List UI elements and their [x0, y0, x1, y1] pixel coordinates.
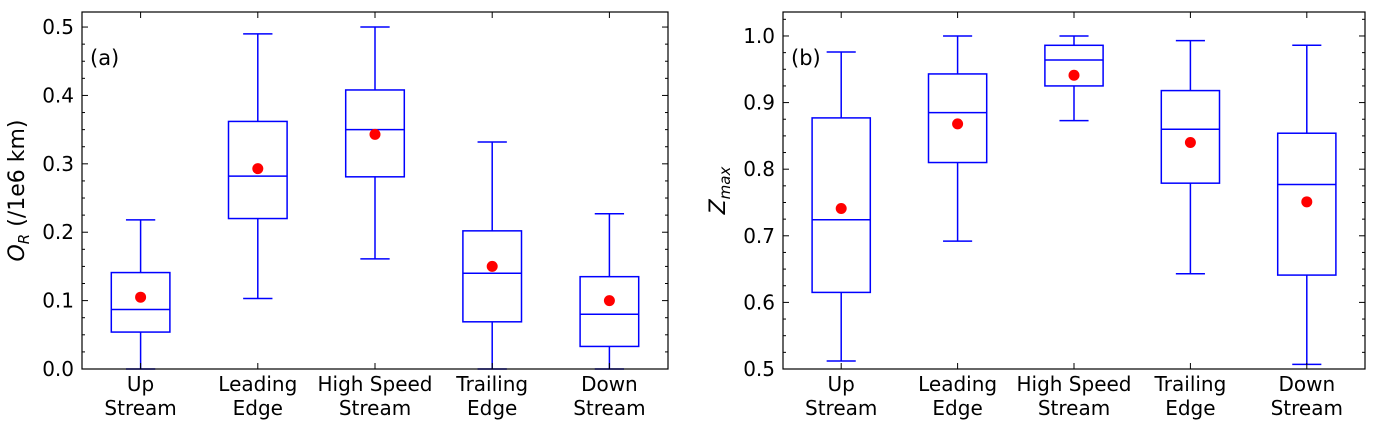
mean-marker — [135, 291, 147, 303]
chart-panel-2: 0.50.60.70.80.91.0UpStreamLeadingEdgeHig… — [706, 11, 1366, 420]
x-tick-label: Trailing — [455, 372, 528, 396]
box-4 — [462, 141, 523, 370]
y-tick-label: 0.1 — [42, 289, 74, 313]
x-tick-label: Edge — [233, 396, 283, 420]
x-tick-label: Edge — [1165, 396, 1215, 420]
x-tick-label: Stream — [573, 396, 645, 420]
y-tick-label: 0.4 — [42, 83, 74, 107]
y-tick-label: 0.5 — [743, 357, 775, 381]
mean-marker — [369, 128, 381, 140]
x-tick-label: Leading — [918, 372, 997, 396]
box-iqr — [344, 89, 406, 178]
axes-frame — [81, 11, 669, 370]
y-tick-label: 0.7 — [743, 224, 775, 248]
mean-marker — [1068, 69, 1080, 81]
x-tick-label: High Speed — [317, 372, 432, 396]
x-tick-label: Stream — [1038, 396, 1110, 420]
box-iqr — [227, 120, 288, 220]
y-axis-label: Zmax — [706, 167, 734, 216]
box-iqr — [1276, 132, 1337, 276]
box-5 — [579, 213, 640, 370]
x-tick-label: Up — [127, 372, 154, 396]
box-iqr — [927, 73, 988, 164]
mean-marker — [1184, 137, 1196, 149]
x-tick-label: Down — [1278, 372, 1335, 396]
y-label-main: Z — [706, 198, 731, 215]
box-iqr — [1160, 89, 1221, 184]
y-label-unit: (/1e6 km) — [5, 119, 30, 233]
box-1 — [110, 219, 171, 370]
mean-marker — [252, 163, 264, 175]
x-tick-label: Stream — [1271, 396, 1343, 420]
panel-label: (b) — [791, 46, 821, 70]
y-tick-label: 0.8 — [743, 157, 775, 181]
box-3 — [1044, 35, 1104, 122]
mean-marker — [952, 118, 964, 130]
y-tick-label: 0.3 — [42, 152, 74, 176]
box-3 — [344, 26, 406, 260]
y-tick-label: 0.2 — [42, 220, 74, 244]
mean-marker — [835, 202, 847, 214]
x-tick-label: Stream — [104, 396, 176, 420]
x-tick-label: Stream — [339, 396, 411, 420]
y-axis-label: OR (/1e6 km) — [5, 119, 33, 261]
x-tick-label: Edge — [932, 396, 982, 420]
x-tick-label: High Speed — [1016, 372, 1131, 396]
y-tick-label: 0.9 — [743, 91, 775, 115]
box-1 — [811, 51, 872, 362]
x-tick-label: Edge — [467, 396, 517, 420]
box-4 — [1160, 39, 1221, 275]
box-2 — [227, 33, 288, 300]
box-iqr — [811, 117, 872, 294]
mean-marker — [486, 260, 498, 272]
box-iqr — [462, 230, 523, 323]
x-tick-label: Up — [828, 372, 855, 396]
y-label-main: O — [5, 244, 30, 261]
y-label-sub: R — [15, 234, 33, 244]
box-5 — [1276, 44, 1337, 366]
y-label-sub: max — [716, 167, 734, 200]
y-tick-label: 1.0 — [743, 24, 775, 48]
box-2 — [927, 35, 988, 242]
x-tick-label: Trailing — [1154, 372, 1227, 396]
y-tick-label: 0.6 — [743, 290, 775, 314]
box-iqr — [1044, 44, 1104, 87]
x-tick-label: Stream — [805, 396, 877, 420]
panel-label: (a) — [90, 46, 119, 70]
box-iqr — [110, 271, 171, 333]
y-tick-label: 0.0 — [42, 357, 74, 381]
box-iqr — [579, 275, 640, 348]
y-tick-label: 0.5 — [42, 15, 74, 39]
mean-marker — [603, 295, 615, 307]
x-tick-label: Leading — [218, 372, 297, 396]
chart-panel-1: 0.00.10.20.30.40.5UpStreamLeadingEdgeHig… — [5, 11, 669, 420]
mean-marker — [1301, 196, 1313, 208]
x-tick-label: Down — [581, 372, 638, 396]
axes-frame — [782, 11, 1366, 370]
